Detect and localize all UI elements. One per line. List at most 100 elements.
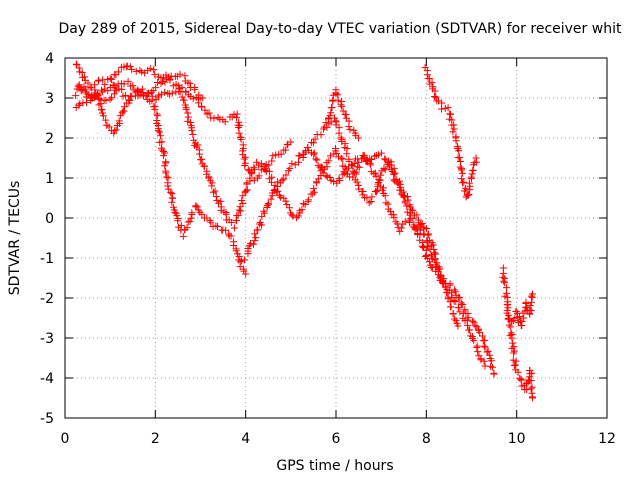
data-point [381, 166, 389, 174]
data-point [526, 370, 534, 378]
data-point [214, 223, 222, 231]
data-point [377, 171, 385, 179]
data-point [377, 149, 385, 157]
data-point [116, 112, 124, 120]
data-point [409, 214, 417, 222]
data-point [138, 85, 146, 93]
data-point [267, 195, 275, 203]
data-point [413, 211, 421, 219]
data-point [99, 112, 107, 120]
data-point [265, 168, 273, 176]
data-point [487, 362, 495, 370]
data-point [461, 306, 469, 314]
data-point [102, 116, 110, 124]
data-point [102, 97, 110, 105]
data-point [153, 112, 161, 120]
data-point [381, 155, 389, 163]
data-point [275, 191, 283, 199]
data-point [516, 374, 524, 382]
data-point [334, 96, 342, 104]
data-point [373, 186, 381, 194]
data-point [480, 357, 488, 365]
data-point [312, 155, 320, 163]
data-point [238, 197, 246, 205]
data-point [126, 96, 134, 104]
series-track-4 [75, 81, 489, 370]
data-point [198, 103, 206, 111]
data-point [288, 160, 296, 168]
data-point [188, 209, 196, 217]
data-point [241, 256, 249, 264]
data-point [381, 192, 389, 200]
y-axis-label: SDTVAR / TECUs [7, 181, 23, 296]
data-point [455, 293, 463, 301]
data-point [481, 336, 489, 344]
data-point [441, 283, 449, 291]
data-point [489, 363, 497, 371]
data-point [272, 151, 280, 159]
data-point [162, 167, 170, 175]
data-point [353, 178, 361, 186]
data-point [187, 214, 195, 222]
data-point [438, 99, 446, 107]
data-point [83, 93, 91, 101]
data-point [184, 117, 192, 125]
data-point [151, 105, 159, 113]
data-point [300, 150, 308, 158]
data-point [183, 224, 191, 232]
data-point [235, 129, 243, 137]
data-point [439, 278, 447, 286]
data-point [404, 196, 412, 204]
data-point [523, 379, 531, 387]
data-point [304, 144, 312, 152]
data-point [449, 128, 457, 136]
data-point [136, 66, 144, 74]
data-point [322, 118, 330, 126]
data-point [184, 218, 192, 226]
data-point [268, 178, 276, 186]
data-point [380, 164, 388, 172]
data-point [98, 86, 106, 94]
data-point [125, 96, 133, 104]
data-point [371, 152, 379, 160]
data-point [129, 82, 137, 90]
data-point [336, 176, 344, 184]
data-point [487, 357, 495, 365]
data-point [403, 202, 411, 210]
data-point [184, 109, 192, 117]
data-point [261, 165, 269, 173]
data-point [460, 178, 468, 186]
data-point [411, 225, 419, 233]
data-point [434, 268, 442, 276]
data-point [348, 162, 356, 170]
data-point [523, 385, 531, 393]
y-tick-labels: -5 -4 -3 -2 -1 0 1 2 3 4 [40, 51, 54, 427]
data-point [309, 190, 317, 198]
data-point [208, 182, 216, 190]
data-point [222, 226, 230, 234]
x-tick-label: 4 [241, 431, 250, 447]
data-point [334, 153, 342, 161]
data-point [101, 85, 109, 93]
data-point [452, 288, 460, 296]
data-point [375, 176, 383, 184]
data-point [108, 94, 116, 102]
data-point [331, 145, 339, 153]
data-point [527, 385, 535, 393]
data-point [341, 111, 349, 119]
data-point [115, 117, 123, 125]
data-point [323, 123, 331, 131]
data-point [241, 161, 249, 169]
data-point [397, 224, 405, 232]
data-point [309, 139, 317, 147]
data-point [162, 158, 170, 166]
data-point [159, 152, 167, 160]
data-point [235, 256, 243, 264]
data-point [152, 84, 160, 92]
data-point [473, 344, 481, 352]
x-tick-label: 12 [598, 431, 616, 447]
y-tick-label: -1 [40, 251, 54, 267]
data-point [507, 323, 515, 331]
data-point [97, 106, 105, 114]
data-point [82, 88, 90, 96]
